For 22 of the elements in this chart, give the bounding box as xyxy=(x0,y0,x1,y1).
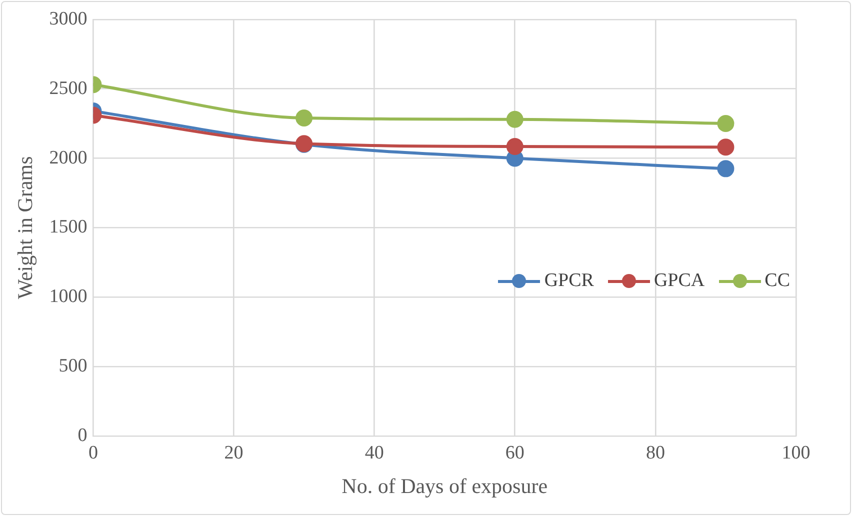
legend-label: GPCR xyxy=(544,270,594,292)
y-tick-label: 0 xyxy=(78,424,88,446)
legend-label: CC xyxy=(764,270,790,292)
y-tick-label: 500 xyxy=(58,356,88,377)
y-axis-title: Weight in Grams xyxy=(13,156,38,300)
point xyxy=(717,115,734,132)
x-tick-label: 80 xyxy=(646,442,665,464)
y-tick-label: 2000 xyxy=(49,147,88,168)
point xyxy=(717,160,734,178)
point xyxy=(717,138,734,156)
x-tick-label: 60 xyxy=(505,442,524,464)
point xyxy=(506,138,524,155)
legend-label: GPCA xyxy=(654,270,705,292)
x-tick-label: 40 xyxy=(364,442,384,464)
y-tick-label: 2500 xyxy=(49,78,88,99)
x-tick-label: 100 xyxy=(782,442,810,464)
y-tick-label: 3000 xyxy=(49,8,88,30)
y-tick-label: 1000 xyxy=(49,286,88,308)
y-tick-label: 1500 xyxy=(49,216,88,238)
x-tick-label: 20 xyxy=(224,442,244,464)
point xyxy=(506,110,524,128)
x-axis-title: No. of Days of exposure xyxy=(342,474,548,498)
